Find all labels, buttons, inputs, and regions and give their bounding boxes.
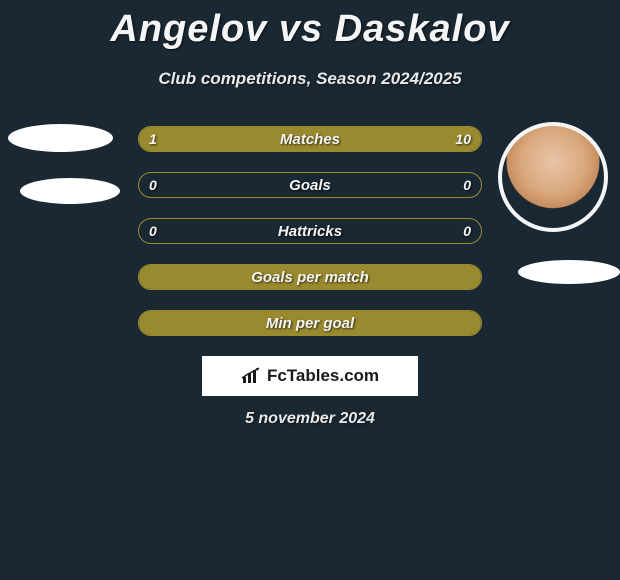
bar-matches: 1 Matches 10 (138, 126, 482, 152)
bar-hattricks: 0 Hattricks 0 (138, 218, 482, 244)
bar-goals-per-match-label: Goals per match (139, 265, 481, 289)
bar-goals: 0 Goals 0 (138, 172, 482, 198)
bar-min-per-goal: Min per goal (138, 310, 482, 336)
fctables-logo[interactable]: FcTables.com (202, 356, 418, 396)
bar-hattricks-label: Hattricks (139, 219, 481, 243)
comparison-bars: 1 Matches 10 0 Goals 0 0 Hattricks 0 Goa… (138, 126, 482, 356)
bar-goals-label: Goals (139, 173, 481, 197)
bar-chart-icon (241, 367, 263, 385)
player-right-avatar-shadow (518, 260, 620, 284)
page-title: Angelov vs Daskalov (0, 0, 620, 51)
bar-min-per-goal-label: Min per goal (139, 311, 481, 335)
player-left-avatar-placeholder-2 (20, 178, 120, 204)
date-label: 5 november 2024 (0, 410, 620, 428)
bar-goals-value-right: 0 (463, 173, 471, 197)
bar-matches-label: Matches (139, 127, 481, 151)
bar-matches-value-right: 10 (455, 127, 471, 151)
bar-goals-per-match: Goals per match (138, 264, 482, 290)
subtitle: Club competitions, Season 2024/2025 (0, 69, 620, 89)
bar-hattricks-value-right: 0 (463, 219, 471, 243)
player-right-avatar (498, 122, 608, 232)
player-left-avatar-placeholder-1 (8, 124, 113, 152)
fctables-logo-text: FcTables.com (267, 366, 379, 386)
